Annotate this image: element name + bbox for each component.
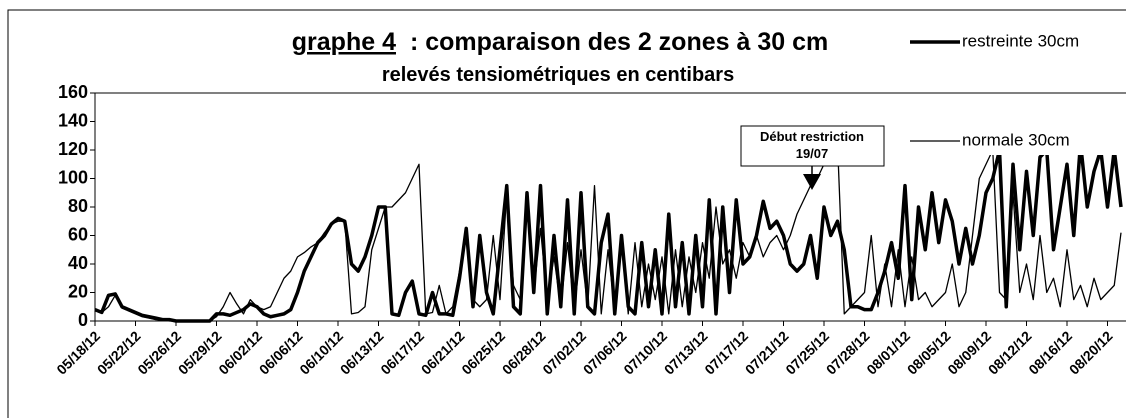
x-tick-label: 07/02/12 [539,328,589,378]
chart-subtitle: relevés tensiométriques en centibars [382,64,734,86]
annotation-text: 19/07 [796,146,829,161]
x-tick-label: 05/29/12 [175,328,225,378]
x-tick-label: 08/20/12 [1066,328,1116,378]
x-tick-label: 08/09/12 [944,328,994,378]
x-tick-label: 07/06/12 [580,328,630,378]
x-tick-label: 07/17/12 [701,328,751,378]
x-tick-label: 08/05/12 [904,328,954,378]
x-tick-label: 06/06/12 [256,328,306,378]
x-tick-label: 06/17/12 [377,328,427,378]
title-text: : comparaison des 2 zones à 30 cm [410,28,828,56]
x-tick-label: 05/18/12 [53,328,103,378]
y-tick-label: 140 [58,110,88,130]
y-tick-label: 60 [68,224,88,244]
annotation-arrowhead [803,174,821,190]
x-tick-label: 07/13/12 [661,328,711,378]
x-tick-label: 08/12/12 [985,328,1035,378]
x-tick-label: 06/21/12 [418,328,468,378]
x-tick-label: 08/16/12 [1025,328,1075,378]
y-tick-label: 20 [68,281,88,301]
y-tick-label: 80 [68,196,88,216]
x-tick-label: 07/25/12 [782,328,832,378]
x-tick-label: 05/26/12 [134,328,184,378]
x-tick-label: 08/01/12 [863,328,913,378]
x-tick-label: 06/02/12 [215,328,265,378]
y-tick-label: 0 [78,310,88,330]
y-tick-label: 120 [58,139,88,159]
x-tick-label: 07/21/12 [742,328,792,378]
series-line [94,142,1122,322]
y-tick-label: 160 [58,82,88,102]
title-underlined: graphe 4 [292,28,396,56]
y-tick-label: 40 [68,253,88,273]
series-line [94,141,1123,323]
x-tick-label: 06/28/12 [499,328,549,378]
x-tick-label: 06/13/12 [337,328,387,378]
annotation-box [740,125,885,167]
legend-label: restreinte 30cm [962,31,1079,50]
x-tick-label: 07/10/12 [620,328,670,378]
annotation-text: Début restriction [760,129,864,144]
legend-label: normale 30cm [962,130,1070,149]
x-tick-label: 06/25/12 [458,328,508,378]
y-tick-label: 100 [58,167,88,187]
x-tick-label: 07/28/12 [823,328,873,378]
x-tick-label: 06/10/12 [296,328,346,378]
x-tick-label: 05/22/12 [94,328,144,378]
chart-frame [7,9,1126,418]
chart-title: graphe 4 : comparaison des 2 zones à 30 c… [292,28,828,56]
